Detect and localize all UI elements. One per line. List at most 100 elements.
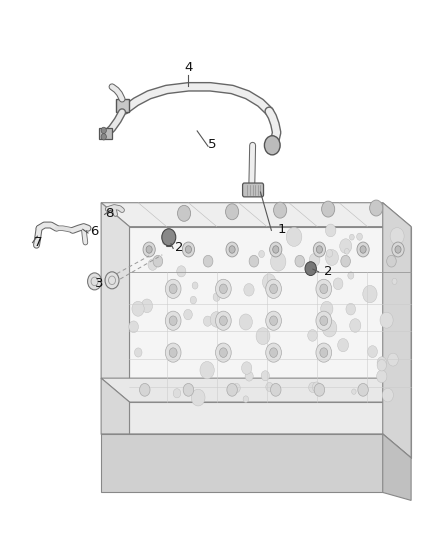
Polygon shape <box>130 227 411 402</box>
Circle shape <box>256 328 270 345</box>
Circle shape <box>141 299 152 313</box>
Circle shape <box>273 246 279 253</box>
Circle shape <box>177 205 191 221</box>
Circle shape <box>270 316 278 326</box>
Circle shape <box>192 282 198 289</box>
Circle shape <box>344 248 349 254</box>
FancyBboxPatch shape <box>243 183 264 197</box>
Circle shape <box>309 253 320 266</box>
Text: 6: 6 <box>90 225 99 238</box>
Circle shape <box>162 229 176 246</box>
Circle shape <box>190 296 197 304</box>
Circle shape <box>165 311 181 330</box>
Circle shape <box>169 316 177 326</box>
Circle shape <box>165 279 181 298</box>
Text: 2: 2 <box>324 265 332 278</box>
Circle shape <box>218 344 224 351</box>
Circle shape <box>341 255 350 267</box>
Circle shape <box>228 385 234 392</box>
Circle shape <box>363 285 377 303</box>
Circle shape <box>169 284 177 294</box>
Circle shape <box>316 279 332 298</box>
Circle shape <box>305 262 316 276</box>
Circle shape <box>183 383 194 396</box>
Polygon shape <box>101 378 411 402</box>
Circle shape <box>266 279 282 298</box>
Circle shape <box>182 242 194 257</box>
Circle shape <box>357 242 369 257</box>
Circle shape <box>213 293 220 301</box>
Circle shape <box>333 278 343 290</box>
Text: 3: 3 <box>95 277 103 290</box>
Circle shape <box>380 312 393 328</box>
Circle shape <box>129 321 138 333</box>
Polygon shape <box>117 99 130 112</box>
Circle shape <box>338 338 349 352</box>
Circle shape <box>266 311 282 330</box>
Circle shape <box>165 343 181 362</box>
Circle shape <box>219 284 227 294</box>
Circle shape <box>320 348 328 358</box>
Circle shape <box>316 311 332 330</box>
Circle shape <box>261 371 269 381</box>
Polygon shape <box>383 434 411 500</box>
Circle shape <box>210 312 223 327</box>
Circle shape <box>313 242 325 257</box>
Circle shape <box>309 382 317 393</box>
Circle shape <box>392 278 397 285</box>
Circle shape <box>101 127 106 134</box>
Circle shape <box>325 224 336 237</box>
Circle shape <box>219 316 227 326</box>
Circle shape <box>229 246 235 253</box>
Circle shape <box>169 348 177 358</box>
Circle shape <box>203 255 213 267</box>
Circle shape <box>320 284 328 294</box>
Circle shape <box>392 242 404 257</box>
Circle shape <box>350 319 361 332</box>
Circle shape <box>326 249 332 257</box>
Circle shape <box>262 274 276 290</box>
Circle shape <box>358 383 368 396</box>
Circle shape <box>387 255 396 267</box>
Circle shape <box>88 273 102 290</box>
Circle shape <box>184 309 192 320</box>
Circle shape <box>132 301 144 316</box>
Text: 8: 8 <box>106 207 114 220</box>
Circle shape <box>200 361 214 379</box>
Circle shape <box>270 284 278 294</box>
Circle shape <box>259 251 265 257</box>
Circle shape <box>265 136 280 155</box>
Circle shape <box>266 343 282 362</box>
Polygon shape <box>101 203 130 402</box>
Circle shape <box>370 200 383 216</box>
Circle shape <box>162 239 167 245</box>
Circle shape <box>382 389 393 402</box>
Polygon shape <box>383 203 411 458</box>
Circle shape <box>286 228 302 246</box>
Circle shape <box>241 362 252 374</box>
Text: 7: 7 <box>33 236 42 249</box>
Polygon shape <box>101 434 383 492</box>
Polygon shape <box>101 203 411 227</box>
Circle shape <box>227 383 237 396</box>
Circle shape <box>177 266 186 277</box>
Circle shape <box>153 255 162 267</box>
Circle shape <box>245 371 253 381</box>
Circle shape <box>146 246 152 253</box>
Circle shape <box>316 246 322 253</box>
Polygon shape <box>99 128 112 139</box>
Circle shape <box>367 346 378 358</box>
Circle shape <box>388 353 398 366</box>
Circle shape <box>148 259 157 270</box>
Circle shape <box>270 348 278 358</box>
Circle shape <box>173 389 181 398</box>
Circle shape <box>390 228 404 245</box>
Circle shape <box>143 242 155 257</box>
Circle shape <box>360 246 366 253</box>
Circle shape <box>395 246 401 253</box>
Polygon shape <box>130 402 411 458</box>
Circle shape <box>191 389 205 406</box>
Circle shape <box>134 348 142 357</box>
Circle shape <box>377 370 387 383</box>
Circle shape <box>243 396 248 402</box>
